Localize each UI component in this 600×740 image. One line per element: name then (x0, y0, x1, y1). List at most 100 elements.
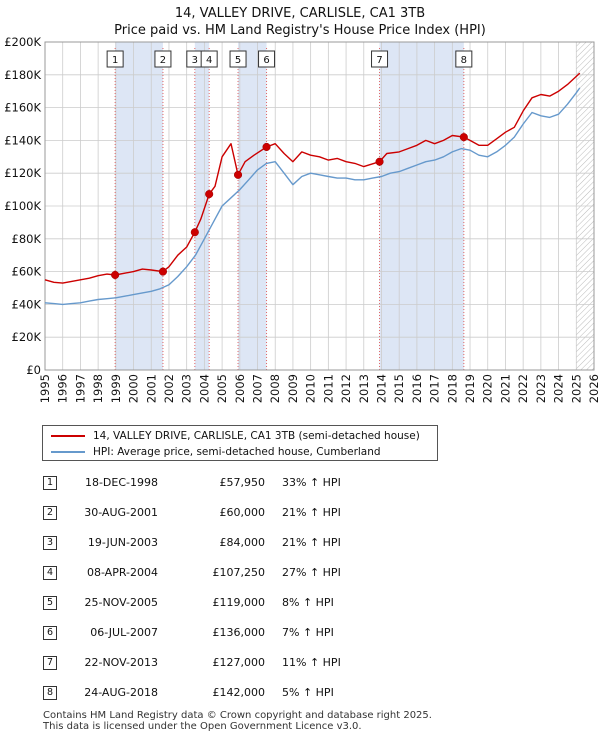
x-tick-label: 2011 (321, 374, 335, 403)
sale-price: £142,000 (212, 686, 266, 699)
sale-label-box-2 (154, 50, 172, 68)
x-tick-label: 1996 (56, 374, 70, 403)
sale-price: £119,000 (212, 596, 266, 609)
sale-hpi-change: 7% ↑ HPI (282, 626, 334, 639)
legend-line-hpi (51, 451, 85, 453)
x-tick-label: 2021 (498, 374, 512, 403)
sale-row-2: 2 30-AUG-2001 £60,000 21% ↑ HPI (0, 498, 600, 528)
x-tick-label: 2000 (127, 374, 141, 403)
x-tick-label: 2014 (374, 374, 388, 403)
sale-number: 6 (43, 626, 57, 640)
sale-hpi-change: 21% ↑ HPI (282, 536, 341, 549)
y-tick-label: £0 (26, 363, 41, 377)
sale-point-1 (111, 270, 120, 280)
sale-row-3: 3 19-JUN-2003 £84,000 21% ↑ HPI (0, 528, 600, 558)
sale-point-8 (459, 133, 468, 142)
sale-hpi-change: 33% ↑ HPI (282, 476, 341, 489)
x-tick-label: 2006 (233, 374, 247, 403)
legend-label-property: 14, VALLEY DRIVE, CARLISLE, CA1 3TB (sem… (93, 430, 420, 442)
sale-label-1: 1 (112, 55, 118, 66)
chart-title: 14, VALLEY DRIVE, CARLISLE, CA1 3TB (174, 6, 426, 21)
x-tick-label: 2007 (251, 374, 265, 403)
chart-subtitle: Price paid vs. HM Land Registry's House … (114, 23, 486, 38)
sale-price: £107,250 (212, 566, 266, 579)
legend-label-hpi: HPI: Average price, semi-detached house,… (93, 446, 381, 458)
x-tick-label: 2025 (569, 374, 583, 403)
sale-point-7 (375, 157, 384, 166)
x-tick-label: 2023 (534, 374, 548, 403)
y-tick-label: £20K (12, 330, 42, 344)
sale-number: 1 (43, 476, 57, 490)
y-tick-label: £160K (4, 101, 41, 115)
x-tick-label: 2020 (481, 374, 495, 403)
sale-label-box-5 (229, 50, 247, 68)
sale-date: 24-AUG-2018 (84, 686, 158, 699)
sale-label-6: 6 (263, 55, 269, 66)
price-chart: 1 2 3 4 5 6 7 8 £0 £20K £40K £60K £80K £100K £120K £140… (4, 35, 600, 403)
x-tick-label: 2004 (197, 374, 211, 403)
x-tick-label: 2012 (339, 374, 353, 403)
x-tick-label: 2019 (463, 374, 477, 403)
footer-licence: This data is licensed under the Open Gov… (43, 721, 362, 732)
sale-hpi-change: 8% ↑ HPI (282, 596, 334, 609)
footer-copyright: Contains HM Land Registry data © Crown c… (43, 710, 432, 721)
legend-line-property (51, 435, 85, 437)
sale-row-7: 7 22-NOV-2013 £127,000 11% ↑ HPI (0, 648, 600, 678)
hpi-line (44, 87, 581, 306)
sale-label-box-4 (200, 50, 218, 68)
sale-row-1: 1 18-DEC-1998 £57,950 33% ↑ HPI (0, 468, 600, 498)
y-tick-label: £100K (4, 199, 41, 213)
x-tick-label: 2005 (215, 374, 229, 403)
sale-point-2 (158, 267, 167, 276)
sale-date: 06-JUL-2007 (90, 626, 158, 639)
sale-label-box-1 (106, 50, 124, 68)
x-tick-label: 1997 (73, 374, 87, 403)
sale-hpi-change: 11% ↑ HPI (282, 656, 341, 669)
sale-row-8: 8 24-AUG-2018 £142,000 5% ↑ HPI (0, 678, 600, 708)
sale-hpi-change: 27% ↑ HPI (282, 566, 341, 579)
sale-price: £136,000 (212, 626, 266, 639)
sale-point-6 (262, 142, 271, 152)
x-tick-label: 2009 (286, 374, 300, 403)
sale-price: £84,000 (219, 536, 266, 549)
x-tick-label: 2016 (410, 374, 424, 403)
y-tick-label: £200K (4, 35, 41, 49)
sale-row-5: 5 25-NOV-2005 £119,000 8% ↑ HPI (0, 588, 600, 618)
sale-number: 4 (43, 566, 57, 580)
y-tick-label: £80K (12, 232, 42, 246)
sale-hpi-change: 5% ↑ HPI (282, 686, 334, 699)
sale-number: 7 (43, 656, 57, 670)
y-tick-label: £120K (4, 166, 41, 180)
sale-label-box-7 (371, 50, 389, 68)
x-tick-label: 2024 (552, 374, 566, 403)
x-tick-label: 2001 (144, 374, 158, 403)
x-tick-label: 2003 (180, 374, 194, 403)
x-tick-label: 2010 (304, 374, 318, 403)
sale-label-4: 4 (206, 55, 212, 66)
sale-label-7: 7 (376, 55, 382, 66)
sale-label-5: 5 (235, 55, 241, 66)
sale-label-3: 3 (192, 55, 198, 66)
sale-point-3 (190, 228, 199, 237)
sale-row-4: 4 08-APR-2004 £107,250 27% ↑ HPI (0, 558, 600, 588)
x-tick-label: 2022 (516, 374, 530, 403)
sale-point-5 (233, 170, 243, 179)
x-tick-label: 2018 (445, 374, 459, 403)
sale-date: 18-DEC-1998 (84, 476, 158, 489)
sale-point-4 (205, 190, 214, 199)
sale-row-6: 6 06-JUL-2007 £136,000 7% ↑ HPI (0, 618, 600, 648)
sale-date: 25-NOV-2005 (84, 596, 158, 609)
property-price-line (44, 72, 581, 284)
sale-label-2: 2 (160, 55, 166, 66)
sale-date: 19-JUN-2003 (87, 536, 158, 549)
sale-number: 8 (43, 686, 57, 700)
y-tick-label: £40K (12, 297, 42, 311)
sale-label-8: 8 (461, 55, 467, 66)
sale-date: 30-AUG-2001 (84, 506, 158, 519)
x-tick-label: 2017 (428, 374, 442, 403)
sale-date: 08-APR-2004 (86, 566, 158, 579)
sale-number: 5 (43, 596, 57, 610)
sale-price: £127,000 (212, 656, 266, 669)
sale-price: £60,000 (219, 506, 266, 519)
plot-border (44, 41, 595, 371)
